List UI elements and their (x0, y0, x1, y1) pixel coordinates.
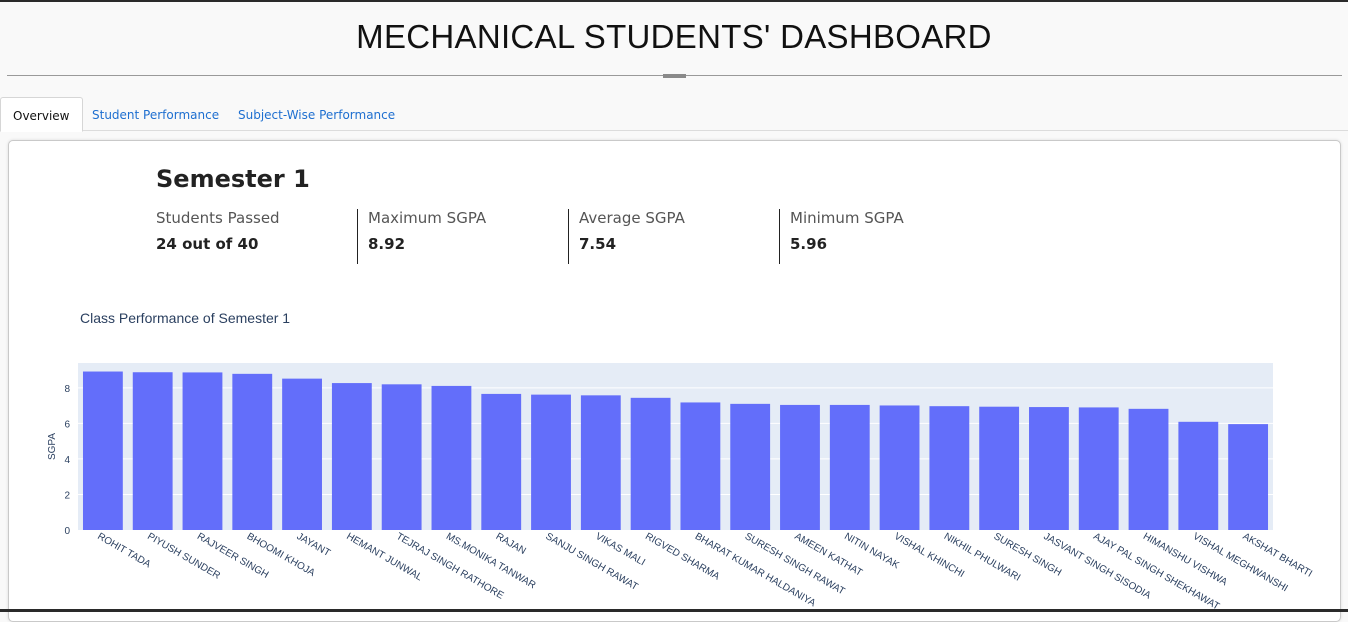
stat-value: 24 out of 40 (156, 235, 259, 253)
overview-panel: Semester 1 Students Passed 24 out of 40 … (8, 140, 1341, 622)
semester-title: Semester 1 (156, 165, 310, 193)
bar (82, 371, 123, 530)
stat-label: Average SGPA (579, 209, 685, 227)
stat-value: 8.92 (368, 235, 406, 253)
stat-divider (568, 209, 569, 264)
y-tick-label: 4 (64, 455, 70, 466)
bar (879, 405, 920, 530)
resize-handle[interactable] (663, 74, 686, 78)
stat-label: Maximum SGPA (368, 209, 487, 227)
chart-title: Class Performance of Semester 1 (80, 310, 291, 326)
bar (182, 372, 223, 530)
bar (979, 406, 1020, 530)
stat-divider (357, 209, 358, 264)
bar (580, 395, 621, 530)
bar (481, 393, 522, 530)
tab-subject-wise-performance[interactable]: Subject-Wise Performance (238, 108, 396, 122)
window-top-border (0, 0, 1348, 2)
bar (630, 397, 671, 530)
x-tick-label: SANJU SINGH RAWAT (544, 531, 640, 593)
x-tick-label: ROHIT TADA (95, 531, 152, 570)
bar (282, 378, 322, 530)
dashboard-title: MECHANICAL STUDENTS' DASHBOARD (356, 18, 992, 55)
bar (1029, 407, 1069, 530)
tabs-divider (0, 130, 1348, 131)
tab-overview[interactable]: Overview (0, 97, 83, 132)
y-tick-label: 2 (64, 490, 70, 501)
stat-label: Students Passed (156, 209, 280, 227)
y-axis-label: SGPA (47, 433, 58, 460)
stat-divider (779, 209, 780, 264)
stat-value: 7.54 (579, 235, 617, 253)
bar (829, 404, 870, 530)
stat-value: 5.96 (790, 235, 828, 253)
bar (132, 372, 173, 530)
x-tick-label: RAJAN (494, 531, 528, 557)
tab-bar: Overview Student Performance Subject-Wis… (0, 97, 1348, 132)
y-tick-label: 0 (64, 526, 70, 537)
bar (232, 373, 273, 530)
bar (1128, 408, 1169, 530)
bar (929, 406, 970, 530)
bar (780, 404, 820, 530)
y-tick-label: 8 (64, 384, 70, 395)
bar (531, 394, 571, 530)
y-tick-label: 6 (64, 419, 70, 430)
bar (680, 402, 721, 530)
bar (1228, 424, 1269, 530)
bar (331, 383, 372, 530)
x-tick-label: JAYANT (295, 531, 332, 559)
bar (730, 403, 771, 530)
bar (381, 384, 422, 530)
x-tick-label: MS.MONIKA TANWAR (444, 531, 537, 591)
x-tick-label: VISHAL MEGHWANSHI (1191, 531, 1290, 594)
bar (1078, 407, 1119, 530)
bar (1178, 421, 1219, 530)
stat-label: Minimum SGPA (790, 209, 904, 227)
plot-background (78, 363, 1273, 530)
bar (431, 385, 472, 530)
tab-student-performance[interactable]: Student Performance (92, 108, 220, 122)
x-tick-label: HIMANSHU VISHWA (1141, 531, 1229, 588)
window-bottom-border (0, 609, 1348, 612)
